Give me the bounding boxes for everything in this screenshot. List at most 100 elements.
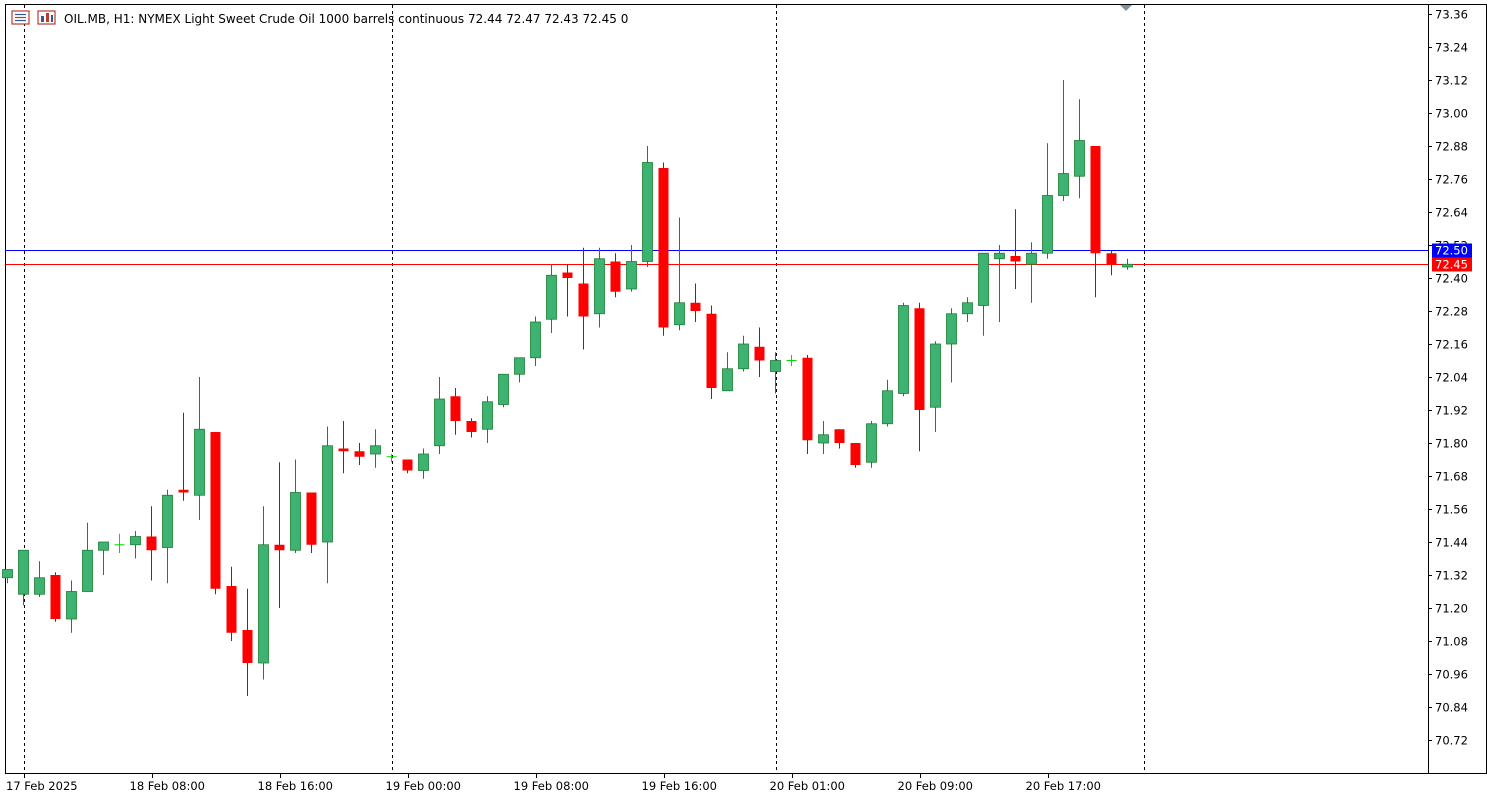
price-tick-label: 71.80 — [1435, 437, 1468, 451]
price-tick-label: 72.88 — [1435, 140, 1468, 154]
candle — [674, 217, 685, 331]
candle — [754, 327, 765, 377]
candle — [1106, 250, 1117, 276]
candle — [1010, 209, 1021, 289]
candle — [34, 561, 45, 597]
candle-body — [898, 305, 909, 394]
candle — [898, 302, 909, 397]
candle — [930, 341, 941, 432]
candle-body — [514, 357, 525, 375]
candle — [578, 247, 589, 350]
candle — [514, 357, 525, 383]
candle — [770, 352, 781, 394]
candle — [50, 572, 61, 622]
candle-body — [482, 401, 493, 430]
candle — [1042, 143, 1053, 259]
candle — [258, 506, 269, 680]
candle-body — [738, 343, 749, 370]
candle — [242, 588, 253, 696]
day-separators — [24, 5, 1145, 773]
candle — [546, 264, 557, 333]
candle-body — [242, 630, 253, 663]
price-tick-label: 71.68 — [1435, 470, 1468, 484]
volume-value: 0 — [621, 12, 629, 26]
candle-body — [418, 453, 429, 471]
shift-marker-icon[interactable] — [1120, 5, 1132, 11]
candle — [322, 426, 333, 584]
candle-body — [850, 443, 861, 465]
time-tick-label: 20 Feb 17:00 — [1026, 779, 1101, 793]
candle-body — [882, 390, 893, 425]
price-tick-label: 70.96 — [1435, 668, 1468, 682]
candle — [562, 264, 573, 317]
price-tick-label: 71.92 — [1435, 404, 1468, 418]
price-tick-label: 72.04 — [1435, 371, 1468, 385]
candle-body — [962, 302, 973, 315]
candle-body — [2, 569, 13, 579]
candle-body — [98, 541, 109, 551]
candle — [82, 522, 93, 592]
candle — [146, 506, 157, 581]
chart-settings-icon[interactable] — [37, 10, 56, 25]
bid-price-tag-label: 72.45 — [1435, 258, 1468, 272]
candle-body — [194, 428, 205, 496]
price-tick-label: 73.00 — [1435, 107, 1468, 121]
candle-body — [1010, 256, 1021, 262]
candle — [402, 459, 413, 474]
candle-body — [290, 492, 301, 551]
candle-body — [274, 544, 285, 551]
candle-body — [354, 451, 365, 457]
candle — [1122, 258, 1133, 270]
candle-body — [82, 549, 93, 592]
candle-body — [546, 274, 557, 320]
candle-body — [1122, 263, 1133, 268]
candle-body — [610, 261, 621, 292]
price-tick-label: 72.16 — [1435, 338, 1468, 352]
candle — [1074, 99, 1085, 199]
price-axis: 73.3673.2473.1273.0072.8872.7672.6472.52… — [1428, 8, 1472, 748]
candle — [386, 454, 397, 463]
candle — [194, 377, 205, 520]
candle — [962, 297, 973, 322]
candle — [18, 549, 29, 606]
candle-body — [1026, 252, 1037, 265]
time-tick-label: 19 Feb 16:00 — [642, 779, 717, 793]
candle — [466, 418, 477, 438]
candle-body — [946, 313, 957, 345]
candles — [2, 80, 1133, 696]
candle — [274, 462, 285, 608]
candle-body — [626, 261, 637, 290]
time-tick-label: 17 Feb 2025 — [6, 779, 78, 793]
candle-body — [498, 373, 509, 405]
candle — [802, 355, 813, 454]
candle-body — [370, 445, 381, 455]
time-tick-label: 20 Feb 09:00 — [898, 779, 973, 793]
svg-text:OIL.MB, H1: NYMEX Light Sweet: OIL.MB, H1: NYMEX Light Sweet Crude Oil … — [64, 12, 628, 26]
candle-body — [1090, 146, 1101, 254]
candle — [178, 412, 189, 501]
price-tick-label: 71.20 — [1435, 602, 1468, 616]
candle — [978, 252, 989, 336]
candle-body — [226, 586, 237, 633]
candle-body — [434, 398, 445, 447]
ohlc-values: 72.44 72.47 72.43 72.45 — [468, 12, 617, 26]
candle — [338, 421, 349, 474]
price-lines — [6, 250, 1428, 265]
bid-price-tag: 72.45 — [1432, 257, 1472, 272]
candle — [114, 533, 125, 553]
candle — [994, 245, 1005, 322]
candle-body — [866, 423, 877, 463]
candle — [130, 531, 141, 559]
trade-menu-icon[interactable] — [11, 10, 30, 25]
candle — [914, 302, 925, 452]
candle — [290, 459, 301, 553]
candle — [66, 580, 77, 633]
price-tick-label: 70.72 — [1435, 734, 1468, 748]
candle — [354, 443, 365, 465]
candle — [866, 421, 877, 468]
candle-body — [818, 434, 829, 444]
candle — [530, 316, 541, 366]
candle — [626, 245, 637, 292]
